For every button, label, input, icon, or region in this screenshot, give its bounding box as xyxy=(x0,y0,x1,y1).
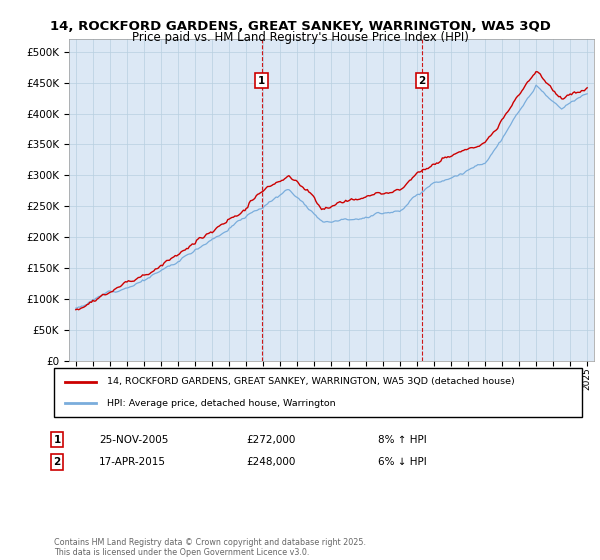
Text: 2: 2 xyxy=(418,76,425,86)
Text: 1: 1 xyxy=(258,76,265,86)
Text: 6% ↓ HPI: 6% ↓ HPI xyxy=(378,457,427,467)
Text: 14, ROCKFORD GARDENS, GREAT SANKEY, WARRINGTON, WA5 3QD: 14, ROCKFORD GARDENS, GREAT SANKEY, WARR… xyxy=(50,20,550,32)
Text: Price paid vs. HM Land Registry's House Price Index (HPI): Price paid vs. HM Land Registry's House … xyxy=(131,31,469,44)
Text: £248,000: £248,000 xyxy=(246,457,295,467)
Text: 14, ROCKFORD GARDENS, GREAT SANKEY, WARRINGTON, WA5 3QD (detached house): 14, ROCKFORD GARDENS, GREAT SANKEY, WARR… xyxy=(107,377,515,386)
Text: 17-APR-2015: 17-APR-2015 xyxy=(99,457,166,467)
Text: 2: 2 xyxy=(53,457,61,467)
Text: £272,000: £272,000 xyxy=(246,435,295,445)
Text: HPI: Average price, detached house, Warrington: HPI: Average price, detached house, Warr… xyxy=(107,399,335,408)
Text: Contains HM Land Registry data © Crown copyright and database right 2025.
This d: Contains HM Land Registry data © Crown c… xyxy=(54,538,366,557)
FancyBboxPatch shape xyxy=(54,368,582,417)
Text: 25-NOV-2005: 25-NOV-2005 xyxy=(99,435,169,445)
Text: 8% ↑ HPI: 8% ↑ HPI xyxy=(378,435,427,445)
Text: 1: 1 xyxy=(53,435,61,445)
